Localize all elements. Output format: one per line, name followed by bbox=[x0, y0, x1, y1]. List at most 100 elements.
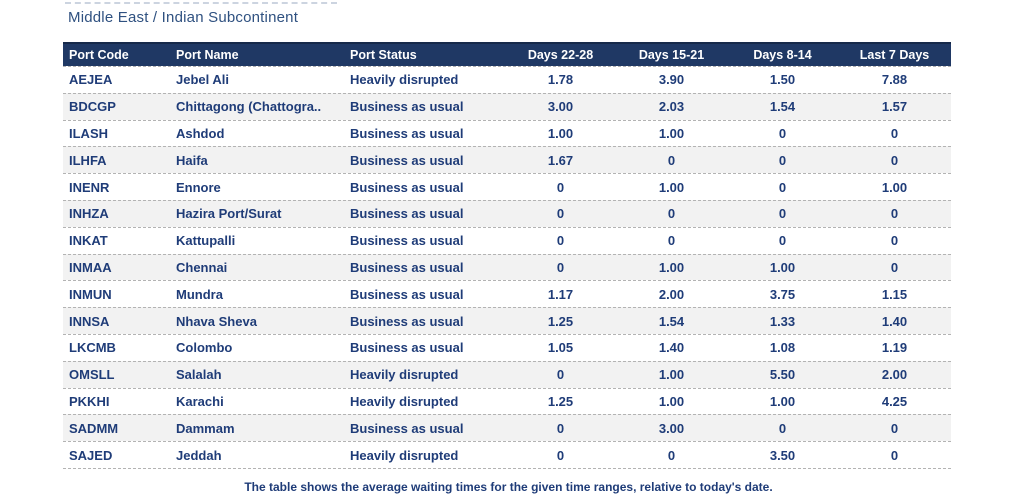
cell-port-code: INNSA bbox=[69, 313, 110, 329]
cell-days-15-21: 2.03 bbox=[658, 99, 685, 115]
cell-last-7-days: 0 bbox=[890, 206, 899, 222]
table-row: PKKHI Karachi Heavily disrupted 1.25 1.00 1.0… bbox=[63, 387, 951, 415]
table-row: INENR Ennore Business as usual 0 1.00 0 1.00 bbox=[63, 173, 951, 200]
cell-days-15-21: 0 bbox=[667, 206, 676, 222]
cell-port-code: ILASH bbox=[69, 125, 108, 141]
cell-days-15-21: 1.00 bbox=[658, 393, 685, 409]
cell-days-15-21: 3.90 bbox=[658, 72, 685, 88]
cell-port-name: Chittagong (Chattogra.. bbox=[176, 99, 322, 115]
cell-days-22-28: 0 bbox=[556, 179, 565, 195]
cell-port-code: SADMM bbox=[69, 420, 119, 436]
cell-days-15-21: 1.00 bbox=[658, 179, 685, 195]
table-row: INNSA Nhava Sheva Business as usual 1.25 1.5… bbox=[63, 307, 951, 334]
column-header-port-code[interactable]: Port Code bbox=[69, 48, 129, 62]
cell-port-name: Chennai bbox=[176, 259, 228, 275]
cell-days-8-14: 1.00 bbox=[769, 393, 796, 409]
cell-days-22-28: 0 bbox=[556, 259, 565, 275]
cell-days-22-28: 0 bbox=[556, 206, 565, 222]
cell-days-8-14: 1.50 bbox=[769, 72, 796, 88]
table-row: SAJED Jeddah Heavily disrupted 0 0 3.50 0 bbox=[63, 441, 951, 468]
cell-last-7-days: 0 bbox=[890, 420, 899, 436]
cell-last-7-days: 1.19 bbox=[881, 340, 908, 356]
cell-port-status: Business as usual bbox=[350, 99, 464, 115]
cell-days-15-21: 2.00 bbox=[658, 286, 685, 302]
cell-last-7-days: 1.40 bbox=[881, 313, 908, 329]
cell-last-7-days: 0 bbox=[890, 125, 899, 141]
cell-days-22-28: 0 bbox=[556, 447, 565, 463]
cell-port-name: Salalah bbox=[176, 367, 222, 383]
cell-port-status: Business as usual bbox=[350, 206, 464, 222]
cell-port-code: LKCMB bbox=[69, 340, 116, 356]
cell-last-7-days: 1.15 bbox=[881, 286, 908, 302]
cell-days-22-28: 0 bbox=[556, 420, 565, 436]
cell-days-15-21: 0 bbox=[667, 152, 676, 168]
cell-port-status: Heavily disrupted bbox=[350, 367, 459, 383]
cell-port-status: Business as usual bbox=[350, 125, 464, 141]
cell-port-name: Nhava Sheva bbox=[176, 313, 257, 329]
cell-days-8-14: 0 bbox=[778, 206, 787, 222]
cell-port-code: INMUN bbox=[69, 286, 112, 302]
cell-port-code: INKAT bbox=[69, 233, 108, 249]
cell-last-7-days: 7.88 bbox=[881, 72, 908, 88]
table-row: INMUN Mundra Business as usual 1.17 2.00 3.75… bbox=[63, 280, 951, 308]
cell-days-8-14: 0 bbox=[778, 179, 787, 195]
cell-days-22-28: 1.25 bbox=[547, 393, 574, 409]
cell-port-code: INHZA bbox=[69, 206, 109, 222]
cell-port-name: Hazira Port/Surat bbox=[176, 206, 282, 222]
cell-days-8-14: 1.08 bbox=[769, 340, 796, 356]
cell-port-name: Jeddah bbox=[176, 447, 222, 463]
cell-port-code: INMAA bbox=[69, 259, 112, 275]
cell-port-status: Business as usual bbox=[350, 340, 464, 356]
cell-days-22-28: 0 bbox=[556, 233, 565, 249]
cell-days-22-28: 1.00 bbox=[547, 125, 574, 141]
cell-port-name: Colombo bbox=[176, 340, 233, 356]
cell-days-15-21: 1.54 bbox=[658, 313, 685, 329]
cell-port-status: Heavily disrupted bbox=[350, 393, 459, 409]
cell-days-8-14: 5.50 bbox=[769, 367, 796, 383]
cell-port-code: PKKHI bbox=[69, 393, 110, 409]
cell-days-15-21: 1.40 bbox=[658, 340, 685, 356]
cell-port-status: Business as usual bbox=[350, 152, 464, 168]
ports-waiting-times-table: Port Code Port Name Port Status Days 22-28 D… bbox=[63, 42, 951, 469]
cell-last-7-days: 2.00 bbox=[881, 367, 908, 383]
cell-days-8-14: 0 bbox=[778, 420, 787, 436]
cell-days-22-28: 1.17 bbox=[547, 286, 574, 302]
column-header-days-22-28[interactable]: Days 22-28 bbox=[527, 48, 594, 62]
column-header-port-status[interactable]: Port Status bbox=[350, 48, 417, 62]
top-dashed-artifact bbox=[65, 2, 337, 4]
cell-last-7-days: 0 bbox=[890, 233, 899, 249]
cell-port-name: Jebel Ali bbox=[176, 72, 229, 88]
table-footnote: The table shows the average waiting time… bbox=[244, 480, 773, 494]
column-header-port-name[interactable]: Port Name bbox=[176, 48, 239, 62]
table-row: LKCMB Colombo Business as usual 1.05 1.40 1.0… bbox=[63, 333, 951, 361]
column-header-days-15-21[interactable]: Days 15-21 bbox=[638, 48, 705, 62]
table-row: ILASH Ashdod Business as usual 1.00 1.00 0 0 bbox=[63, 119, 951, 147]
table-row: INHZA Hazira Port/Surat Business as usual 0… bbox=[63, 199, 951, 227]
cell-days-22-28: 0 bbox=[556, 367, 565, 383]
cell-days-22-28: 1.78 bbox=[547, 72, 574, 88]
cell-days-15-21: 0 bbox=[667, 233, 676, 249]
cell-last-7-days: 0 bbox=[890, 259, 899, 275]
cell-port-code: AEJEA bbox=[69, 72, 113, 88]
cell-last-7-days: 0 bbox=[890, 447, 899, 463]
cell-port-code: ILHFA bbox=[69, 152, 107, 168]
cell-port-name: Kattupalli bbox=[176, 233, 236, 249]
cell-port-code: BDCGP bbox=[69, 99, 116, 115]
cell-last-7-days: 1.57 bbox=[881, 99, 908, 115]
table-row: OMSLL Salalah Heavily disrupted 0 1.00 5.50 2.… bbox=[63, 360, 951, 388]
cell-port-name: Mundra bbox=[176, 286, 223, 302]
cell-last-7-days: 4.25 bbox=[881, 393, 908, 409]
cell-port-name: Haifa bbox=[176, 152, 208, 168]
table-row: SADMM Dammam Business as usual 0 3.00 0 0 bbox=[63, 414, 951, 442]
cell-days-15-21: 1.00 bbox=[658, 259, 685, 275]
cell-days-22-28: 1.67 bbox=[547, 152, 574, 168]
table-row: INKAT Kattupalli Business as usual 0 0 0 0 bbox=[63, 226, 951, 254]
table-row: ILHFA Haifa Business as usual 1.67 0 0 0 bbox=[63, 146, 951, 174]
cell-port-code: OMSLL bbox=[69, 367, 115, 383]
cell-days-8-14: 0 bbox=[778, 233, 787, 249]
cell-days-8-14: 1.54 bbox=[769, 99, 796, 115]
table-header-row: Port Code Port Name Port Status Days 22-28 D… bbox=[63, 42, 951, 66]
column-header-days-8-14[interactable]: Days 8-14 bbox=[753, 48, 812, 62]
column-header-last-7-days[interactable]: Last 7 Days bbox=[859, 48, 930, 62]
